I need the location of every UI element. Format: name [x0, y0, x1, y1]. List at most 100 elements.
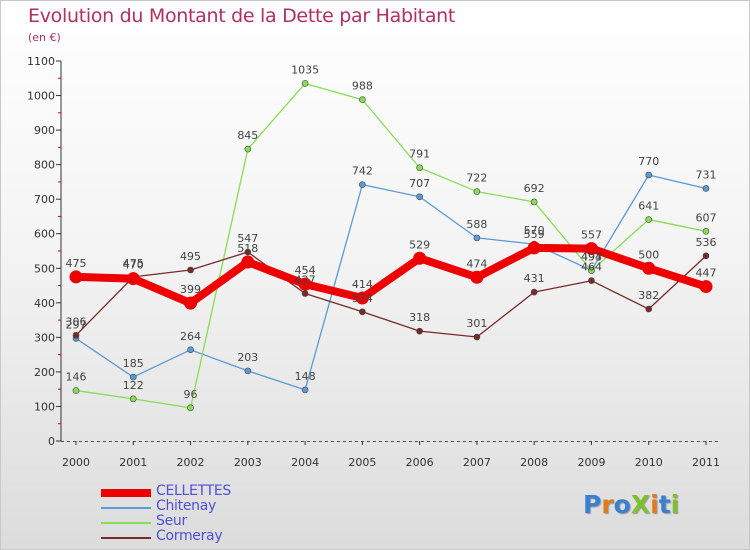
data-point-cormeray: [244, 248, 252, 256]
series-line-seur: [75, 82, 707, 409]
y-tick-label: 200: [34, 366, 55, 379]
y-tick-label: 100: [34, 400, 55, 413]
data-point-seur: [702, 228, 710, 235]
data-point-cellettes: [126, 272, 140, 286]
data-label-cellettes: 414: [352, 278, 373, 291]
data-label-cellettes: 559: [524, 228, 545, 241]
data-point-cormeray: [416, 327, 423, 335]
y-tick-label: 800: [34, 159, 55, 172]
data-label-seur: 722: [466, 172, 487, 185]
data-point-cellettes: [470, 270, 484, 284]
data-label-chitenay: 148: [295, 370, 316, 383]
data-point-seur: [187, 404, 194, 412]
data-point-chitenay: [473, 234, 481, 242]
data-point-chitenay: [645, 171, 653, 179]
x-tick-label: 2007: [463, 456, 491, 469]
y-tick-label: 300: [34, 331, 55, 344]
data-label-cormeray: 495: [180, 250, 201, 263]
data-point-seur: [359, 96, 366, 103]
data-label-seur: 692: [524, 182, 545, 195]
logo-letter: i: [670, 490, 680, 519]
data-label-cormeray: 431: [524, 272, 545, 285]
data-label-cormeray: 301: [466, 317, 487, 330]
data-label-cormeray: 306: [66, 315, 87, 328]
logo-letter: P: [583, 490, 602, 519]
series-cellettes: [69, 241, 713, 310]
x-tick-label: 2008: [520, 456, 548, 469]
y-tick-label: 500: [34, 262, 55, 275]
data-point-cellettes: [584, 242, 598, 256]
data-point-seur: [530, 198, 538, 206]
data-label-cellettes: 474: [466, 257, 487, 270]
data-point-cellettes: [298, 277, 312, 291]
data-label-seur: 493: [581, 251, 602, 264]
x-tick-label: 2002: [177, 456, 205, 469]
data-point-cellettes: [184, 296, 198, 310]
data-point-seur: [473, 188, 481, 195]
data-point-cellettes: [69, 270, 83, 284]
x-tick-label: 2003: [234, 456, 262, 469]
data-point-chitenay: [359, 181, 366, 188]
data-label-chitenay: 185: [123, 357, 144, 370]
y-tick-label: 600: [34, 228, 55, 241]
series-cormeray: [72, 248, 710, 341]
x-tick-label: 2005: [348, 456, 376, 469]
data-label-seur: 1035: [291, 63, 319, 76]
legend-swatch: [101, 521, 151, 524]
data-label-cormeray: 374: [352, 292, 373, 305]
data-label-chitenay: 494: [581, 250, 602, 263]
data-point-chitenay: [129, 373, 137, 381]
y-tick-label: 700: [34, 193, 55, 206]
legend-swatch: [101, 488, 151, 497]
series-line-cellettes: [75, 243, 708, 308]
data-label-seur: 96: [184, 388, 198, 401]
data-label-cormeray: 464: [581, 261, 602, 274]
data-label-chitenay: 203: [237, 351, 258, 364]
data-point-seur: [416, 164, 423, 172]
data-label-cormeray: 547: [237, 232, 258, 245]
data-point-cormeray: [530, 288, 538, 296]
data-label-cellettes: 529: [409, 238, 430, 251]
data-label-cellettes: 475: [66, 257, 87, 270]
x-tick-label: 2001: [119, 456, 147, 469]
data-label-seur: 641: [638, 200, 659, 213]
data-label-cellettes: 399: [180, 283, 201, 296]
data-label-chitenay: 731: [696, 168, 717, 181]
data-point-cellettes: [355, 291, 369, 305]
chart-title: Evolution du Montant de la Dette par Hab…: [28, 5, 456, 27]
series-seur: [72, 80, 710, 412]
data-point-cormeray: [359, 308, 366, 316]
data-point-seur: [244, 145, 252, 153]
legend-label: Seur: [156, 513, 187, 529]
data-point-cormeray: [301, 290, 309, 297]
y-tick-label: 1100: [27, 55, 55, 68]
data-label-seur: 791: [409, 148, 430, 161]
data-point-seur: [129, 395, 137, 403]
data-point-cellettes: [413, 251, 427, 265]
data-point-cormeray: [187, 266, 194, 274]
data-point-chitenay: [416, 193, 423, 201]
data-point-cormeray: [645, 305, 653, 313]
data-point-chitenay: [187, 346, 194, 354]
data-point-seur: [645, 216, 653, 223]
data-label-chitenay: 588: [466, 218, 487, 231]
series-line-cormeray: [75, 251, 707, 338]
data-label-cormeray: 475: [123, 257, 144, 270]
data-label-chitenay: 297: [66, 318, 87, 331]
data-label-cormeray: 318: [409, 311, 430, 324]
logo-letter: r: [601, 490, 614, 519]
legend-label: Cormeray: [156, 528, 223, 544]
data-label-chitenay: 770: [638, 155, 659, 168]
logo-letter: o: [613, 490, 631, 519]
data-label-cormeray: 536: [696, 236, 717, 249]
data-label-cellettes: 557: [581, 229, 602, 242]
data-label-seur: 845: [237, 129, 258, 142]
data-label-seur: 122: [123, 379, 144, 392]
y-tick-label: 0: [48, 435, 55, 448]
data-label-cellettes: 454: [295, 264, 316, 277]
x-tick-label: 2000: [62, 456, 90, 469]
data-label-cellettes: 500: [638, 248, 659, 261]
series-layer: [69, 80, 713, 412]
data-label-cellettes: 447: [696, 267, 717, 280]
